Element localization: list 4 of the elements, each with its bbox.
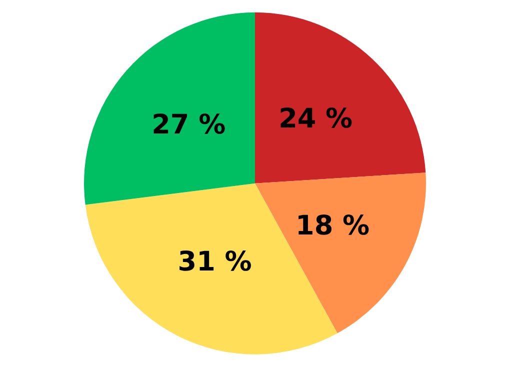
data-label: 18 %	[296, 210, 370, 242]
data-label: 27 %	[152, 109, 226, 140]
data-label: 24 %	[278, 103, 353, 134]
data-label: 31 %	[178, 246, 252, 278]
